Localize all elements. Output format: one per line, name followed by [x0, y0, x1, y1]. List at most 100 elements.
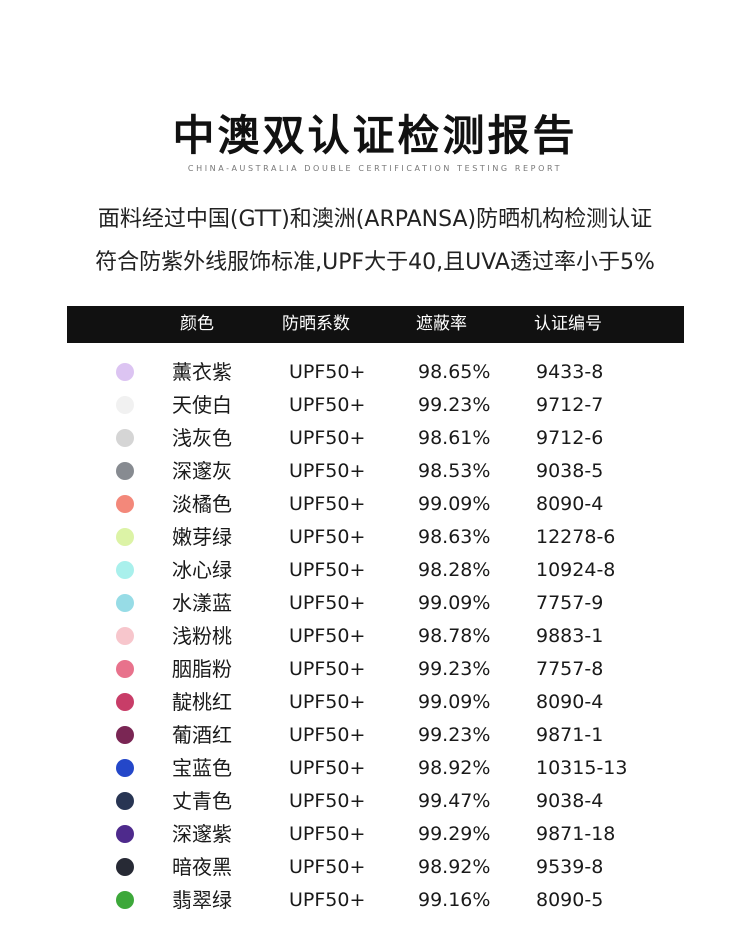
- cert-number: 9871-18: [536, 823, 616, 845]
- color-swatch: [116, 594, 134, 612]
- cert-number: 9712-7: [536, 394, 604, 416]
- color-swatch: [116, 693, 134, 711]
- cert-number: 7757-9: [536, 592, 604, 614]
- table-row: 嫩芽绿 UPF50+ 98.63% 12278-6: [0, 521, 750, 554]
- color-swatch: [116, 858, 134, 876]
- color-name: 冰心绿: [172, 558, 232, 582]
- color-name: 靛桃红: [172, 690, 232, 714]
- upf-value: UPF50+: [289, 625, 366, 647]
- table-row: 暗夜黑 UPF50+ 98.92% 9539-8: [0, 851, 750, 884]
- color-name: 翡翠绿: [172, 888, 232, 912]
- color-swatch: [116, 627, 134, 645]
- table-row: 浅灰色 UPF50+ 98.61% 9712-6: [0, 422, 750, 455]
- cert-number: 9871-1: [536, 724, 604, 746]
- color-swatch: [116, 726, 134, 744]
- upf-value: UPF50+: [289, 823, 366, 845]
- shielding-rate: 98.63%: [418, 526, 491, 548]
- table-row: 深邃紫 UPF50+ 99.29% 9871-18: [0, 818, 750, 851]
- color-name: 水漾蓝: [172, 591, 232, 615]
- table-row: 水漾蓝 UPF50+ 99.09% 7757-9: [0, 587, 750, 620]
- color-name: 葡酒红: [172, 723, 232, 747]
- color-name: 浅粉桃: [172, 624, 232, 648]
- color-swatch: [116, 561, 134, 579]
- upf-value: UPF50+: [289, 559, 366, 581]
- table-row: 翡翠绿 UPF50+ 99.16% 8090-5: [0, 884, 750, 917]
- color-swatch: [116, 396, 134, 414]
- table-row: 靛桃红 UPF50+ 99.09% 8090-4: [0, 686, 750, 719]
- color-swatch: [116, 825, 134, 843]
- upf-value: UPF50+: [289, 394, 366, 416]
- upf-value: UPF50+: [289, 361, 366, 383]
- report-subtitle-english: CHINA-AUSTRALIA DOUBLE CERTIFICATION TES…: [187, 164, 563, 173]
- upf-value: UPF50+: [289, 658, 366, 680]
- cert-number: 8090-4: [536, 691, 604, 713]
- color-name: 天使白: [172, 393, 232, 417]
- color-swatch: [116, 759, 134, 777]
- header-cert-number: 认证编号: [534, 314, 602, 334]
- shielding-rate: 98.92%: [418, 856, 491, 878]
- table-row: 天使白 UPF50+ 99.23% 9712-7: [0, 389, 750, 422]
- upf-value: UPF50+: [289, 460, 366, 482]
- upf-value: UPF50+: [289, 757, 366, 779]
- color-name: 胭脂粉: [172, 657, 232, 681]
- shielding-rate: 99.23%: [418, 724, 491, 746]
- color-swatch: [116, 429, 134, 447]
- cert-number: 9038-4: [536, 790, 604, 812]
- color-name: 淡橘色: [172, 492, 232, 516]
- cert-number: 8090-5: [536, 889, 604, 911]
- shielding-rate: 99.23%: [418, 658, 491, 680]
- cert-number: 9883-1: [536, 625, 604, 647]
- table-body: 薰衣紫 UPF50+ 98.65% 9433-8 天使白 UPF50+ 99.2…: [0, 356, 750, 917]
- table-row: 淡橘色 UPF50+ 99.09% 8090-4: [0, 488, 750, 521]
- color-swatch: [116, 495, 134, 513]
- header-shielding-rate: 遮蔽率: [416, 314, 467, 334]
- color-name: 嫩芽绿: [172, 525, 232, 549]
- color-name: 薰衣紫: [172, 360, 232, 384]
- shielding-rate: 99.09%: [418, 592, 491, 614]
- shielding-rate: 98.65%: [418, 361, 491, 383]
- color-name: 丈青色: [172, 789, 232, 813]
- table-row: 丈青色 UPF50+ 99.47% 9038-4: [0, 785, 750, 818]
- upf-value: UPF50+: [289, 493, 366, 515]
- cert-number: 10315-13: [536, 757, 628, 779]
- table-row: 浅粉桃 UPF50+ 98.78% 9883-1: [0, 620, 750, 653]
- cert-number: 9712-6: [536, 427, 604, 449]
- cert-number: 12278-6: [536, 526, 616, 548]
- cert-number: 7757-8: [536, 658, 604, 680]
- upf-value: UPF50+: [289, 889, 366, 911]
- cert-number: 9038-5: [536, 460, 604, 482]
- cert-number: 9539-8: [536, 856, 604, 878]
- cert-number: 9433-8: [536, 361, 604, 383]
- shielding-rate: 98.78%: [418, 625, 491, 647]
- header-color: 颜色: [180, 314, 214, 334]
- color-swatch: [116, 528, 134, 546]
- shielding-rate: 99.09%: [418, 493, 491, 515]
- shielding-rate: 99.16%: [418, 889, 491, 911]
- cert-number: 8090-4: [536, 493, 604, 515]
- shielding-rate: 99.29%: [418, 823, 491, 845]
- shielding-rate: 99.09%: [418, 691, 491, 713]
- shielding-rate: 98.92%: [418, 757, 491, 779]
- color-swatch: [116, 891, 134, 909]
- upf-value: UPF50+: [289, 856, 366, 878]
- color-swatch: [116, 660, 134, 678]
- shielding-rate: 98.28%: [418, 559, 491, 581]
- cert-number: 10924-8: [536, 559, 616, 581]
- color-name: 暗夜黑: [172, 855, 232, 879]
- table-row: 薰衣紫 UPF50+ 98.65% 9433-8: [0, 356, 750, 389]
- upf-value: UPF50+: [289, 691, 366, 713]
- header-upf: 防晒系数: [282, 314, 350, 334]
- shielding-rate: 99.47%: [418, 790, 491, 812]
- table-row: 冰心绿 UPF50+ 98.28% 10924-8: [0, 554, 750, 587]
- table-header: 颜色 防晒系数 遮蔽率 认证编号: [67, 306, 684, 343]
- color-name: 深邃紫: [172, 822, 232, 846]
- upf-value: UPF50+: [289, 592, 366, 614]
- shielding-rate: 99.23%: [418, 394, 491, 416]
- table-row: 深邃灰 UPF50+ 98.53% 9038-5: [0, 455, 750, 488]
- color-swatch: [116, 792, 134, 810]
- upf-value: UPF50+: [289, 790, 366, 812]
- table-row: 宝蓝色 UPF50+ 98.92% 10315-13: [0, 752, 750, 785]
- upf-value: UPF50+: [289, 724, 366, 746]
- color-name: 浅灰色: [172, 426, 232, 450]
- table-row: 葡酒红 UPF50+ 99.23% 9871-1: [0, 719, 750, 752]
